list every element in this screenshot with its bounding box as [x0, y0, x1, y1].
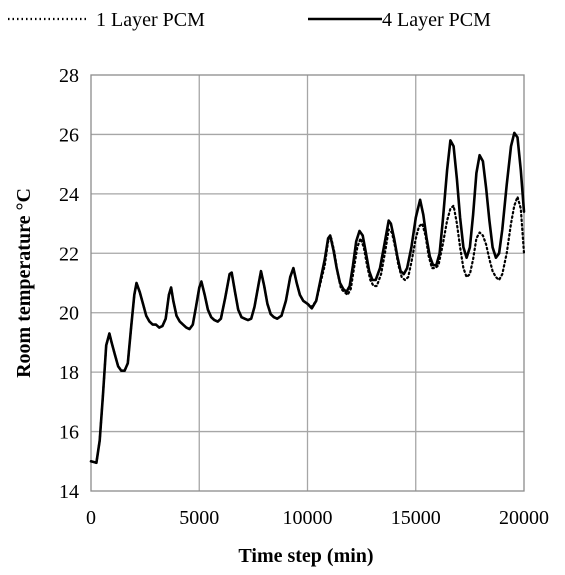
x-tick-label: 15000	[391, 507, 441, 529]
y-tick-label: 18	[59, 362, 79, 384]
series-line-4-layer-pcm	[89, 131, 526, 465]
series-layer	[89, 131, 526, 465]
y-tick-label: 26	[59, 124, 79, 146]
y-tick-label: 22	[59, 243, 79, 265]
x-tick-label: 20000	[499, 507, 549, 529]
x-axis-ticks: 0 5000 10000 15000 20000	[86, 507, 549, 529]
plot-area	[90, 74, 525, 492]
x-tick-label: 5000	[179, 507, 219, 529]
x-tick-label: 10000	[283, 507, 333, 529]
y-tick-label: 14	[59, 481, 79, 503]
legend: 1 Layer PCM 4 Layer PCM	[8, 9, 491, 31]
gridlines	[91, 75, 524, 491]
legend-label-4-layer: 4 Layer PCM	[382, 9, 491, 31]
y-tick-label: 24	[59, 184, 79, 206]
y-tick-label: 16	[59, 422, 79, 444]
y-tick-label: 28	[59, 65, 79, 87]
y-tick-label: 20	[59, 303, 79, 325]
x-tick-label: 0	[86, 507, 96, 529]
legend-label-1-layer: 1 Layer PCM	[96, 9, 205, 31]
y-axis-title: Room temperature °C	[13, 188, 35, 378]
y-axis-ticks: 14 16 18 20 22 24 26 28	[59, 65, 79, 503]
x-axis-title: Time step (min)	[238, 545, 373, 567]
